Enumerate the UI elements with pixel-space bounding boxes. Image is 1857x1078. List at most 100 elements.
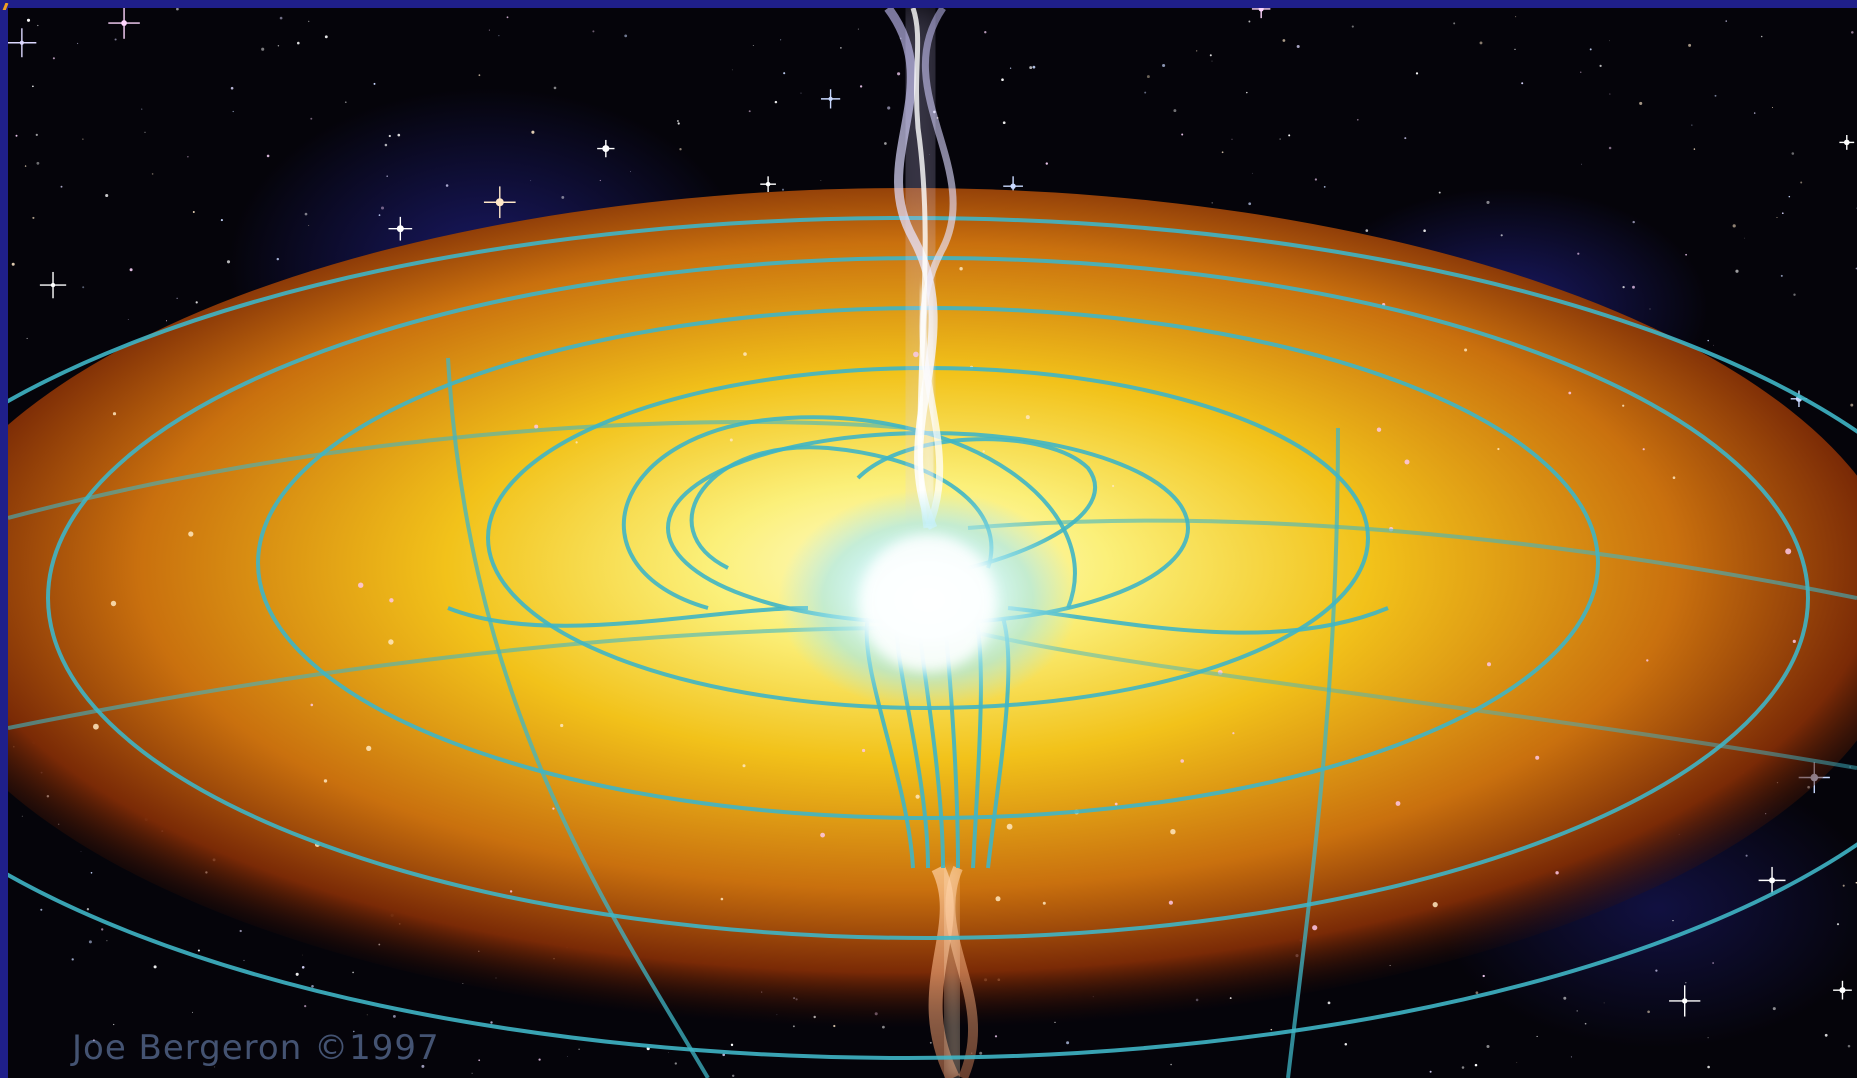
star	[478, 1059, 481, 1062]
star	[1231, 138, 1233, 140]
star	[1649, 308, 1651, 310]
star	[498, 35, 500, 37]
star	[310, 703, 314, 707]
star	[1642, 448, 1645, 451]
star	[384, 143, 388, 147]
star	[1836, 923, 1840, 926]
star	[1486, 1044, 1490, 1049]
star	[857, 28, 859, 30]
star	[578, 1048, 580, 1050]
star	[731, 1074, 735, 1078]
star	[277, 45, 280, 47]
star	[553, 86, 557, 90]
star	[1432, 902, 1438, 908]
star	[1576, 1010, 1578, 1012]
star	[742, 764, 746, 768]
star	[1365, 229, 1369, 232]
star	[1851, 31, 1854, 34]
star	[1685, 253, 1687, 256]
star	[668, 1052, 669, 1053]
star	[1535, 755, 1540, 760]
star	[308, 225, 310, 227]
star	[1211, 202, 1213, 204]
star	[11, 262, 15, 266]
star	[1248, 20, 1251, 23]
star	[1745, 854, 1748, 857]
star	[1516, 1062, 1518, 1063]
star	[534, 424, 539, 429]
sparkle-star	[388, 216, 413, 241]
star	[165, 320, 168, 322]
star	[859, 85, 863, 88]
sparkle-star	[1251, 8, 1271, 19]
star	[380, 206, 385, 210]
star	[1251, 172, 1253, 174]
star	[101, 928, 104, 931]
star	[297, 41, 300, 45]
star	[1429, 1070, 1432, 1073]
star	[552, 807, 555, 810]
star	[1211, 60, 1213, 62]
star	[800, 92, 802, 94]
star	[82, 286, 85, 289]
star	[1415, 72, 1419, 75]
star	[1622, 285, 1625, 289]
star	[1753, 112, 1756, 114]
star	[1296, 44, 1300, 49]
star	[114, 38, 117, 41]
star	[1847, 1044, 1851, 1048]
sparkle-star	[597, 139, 615, 158]
star	[1691, 124, 1693, 126]
star	[445, 184, 449, 187]
star	[1647, 1010, 1650, 1014]
star	[352, 971, 354, 974]
star	[151, 173, 154, 175]
star	[113, 1023, 115, 1026]
star	[1780, 274, 1783, 277]
star	[1464, 348, 1468, 352]
star	[1025, 415, 1030, 420]
star	[1288, 134, 1291, 137]
star	[1474, 1063, 1478, 1067]
star	[105, 193, 109, 198]
sparkle-star	[8, 28, 37, 58]
corner-slash-icon	[0, 0, 14, 10]
star	[187, 156, 189, 158]
star	[1735, 269, 1739, 273]
star	[1248, 202, 1252, 206]
star	[1824, 1033, 1828, 1037]
star	[1042, 901, 1046, 905]
star	[994, 1035, 998, 1038]
star	[1581, 163, 1582, 165]
star	[1688, 43, 1692, 47]
star	[792, 1025, 795, 1028]
field-sweep	[8, 420, 909, 520]
star	[243, 959, 245, 961]
star	[979, 1051, 983, 1055]
star	[1221, 151, 1224, 154]
star	[1589, 48, 1592, 51]
star	[1771, 107, 1773, 108]
star	[88, 940, 92, 944]
star	[1438, 191, 1441, 194]
star	[530, 180, 532, 182]
star	[599, 179, 601, 182]
star	[1475, 991, 1479, 995]
star	[982, 450, 985, 453]
star	[752, 45, 754, 46]
star	[92, 1039, 95, 1042]
sparkle-star	[483, 186, 516, 219]
star	[261, 47, 265, 51]
star	[1850, 403, 1854, 407]
star	[153, 965, 157, 969]
star	[1639, 101, 1643, 105]
star	[884, 142, 887, 145]
star	[1395, 801, 1401, 806]
star	[127, 319, 129, 320]
star	[358, 582, 364, 588]
star	[373, 82, 376, 85]
lower-jet	[928, 864, 978, 1078]
star	[1146, 75, 1150, 79]
star	[1344, 1042, 1348, 1046]
